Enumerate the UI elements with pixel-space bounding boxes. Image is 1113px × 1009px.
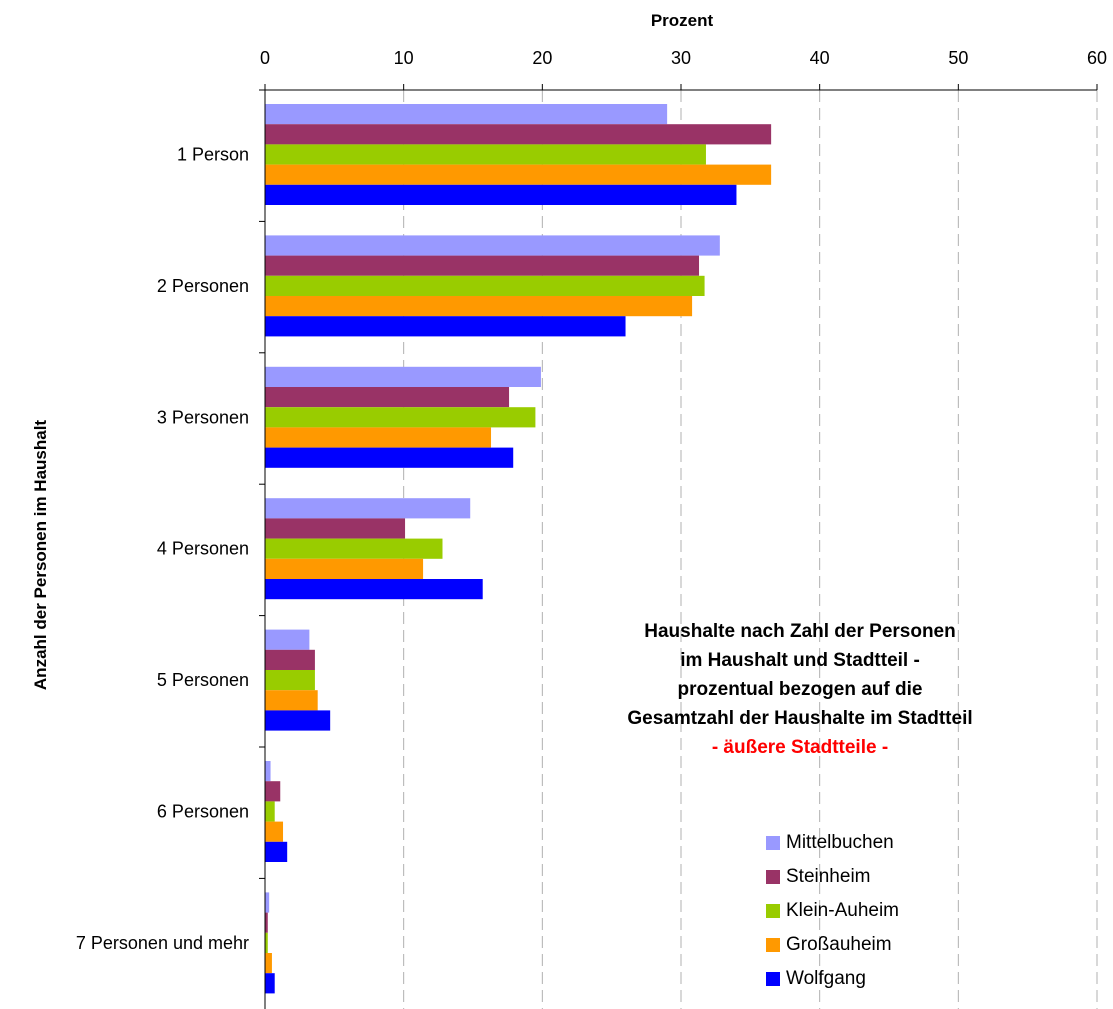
legend-label: Steinheim xyxy=(786,866,871,887)
grid-lines xyxy=(403,90,1098,1009)
annotation-line: prozentual bezogen auf die xyxy=(677,679,923,700)
chart-annotation: Haushalte nach Zahl der Personen im Haus… xyxy=(560,617,1040,762)
bar xyxy=(265,538,443,559)
bar xyxy=(265,316,626,337)
axes xyxy=(259,84,1098,1009)
bar xyxy=(265,498,471,519)
bar xyxy=(265,973,275,994)
annotation-line: Haushalte nach Zahl der Personen xyxy=(644,621,956,642)
category-label: 5 Personen xyxy=(157,670,249,690)
x-tick-label: 40 xyxy=(810,48,830,68)
legend: Mittelbuchen Steinheim Klein-Auheim Großauh… xyxy=(766,826,899,996)
legend-label: Klein-Auheim xyxy=(786,900,899,921)
bar xyxy=(265,932,268,953)
x-tick-label: 0 xyxy=(260,48,270,68)
bar xyxy=(265,366,541,387)
bar xyxy=(265,275,705,296)
legend-swatch xyxy=(766,904,780,918)
bar xyxy=(265,447,514,468)
x-tick-label: 20 xyxy=(532,48,552,68)
bar xyxy=(265,690,318,711)
bar xyxy=(265,781,281,802)
category-label: 1 Person xyxy=(177,145,249,165)
bar xyxy=(265,670,315,691)
x-tick-label: 10 xyxy=(394,48,414,68)
bar xyxy=(265,124,772,145)
category-label: 2 Personen xyxy=(157,276,249,296)
bar xyxy=(265,801,275,822)
bar xyxy=(265,821,284,842)
legend-label: Mittelbuchen xyxy=(786,832,894,853)
bar xyxy=(265,407,536,428)
legend-label: Wolfgang xyxy=(786,968,866,989)
bar xyxy=(265,761,271,782)
bar xyxy=(265,387,510,408)
legend-swatch xyxy=(766,836,780,850)
x-axis-title: Prozent xyxy=(651,11,714,30)
annotation-subtitle: - äußere Stadtteile - xyxy=(711,737,889,758)
bar xyxy=(265,144,706,165)
category-label: 7 Personen und mehr xyxy=(76,933,249,953)
bar xyxy=(265,255,700,276)
bar xyxy=(265,296,693,317)
category-labels: 1 Person 2 Personen 3 Personen 4 Personen 5 … xyxy=(76,145,249,953)
x-tick-label: 30 xyxy=(671,48,691,68)
bar xyxy=(265,558,424,579)
bar xyxy=(265,710,331,731)
bar xyxy=(265,427,492,448)
legend-item: Klein-Auheim xyxy=(766,894,899,928)
bars xyxy=(265,104,772,994)
bar xyxy=(265,235,720,256)
bar xyxy=(265,579,483,600)
legend-label: Großauheim xyxy=(786,934,892,955)
category-label: 4 Personen xyxy=(157,539,249,559)
bar xyxy=(265,841,288,862)
legend-item: Großauheim xyxy=(766,928,899,962)
annotation-line: im Haushalt und Stadtteil - xyxy=(680,650,920,671)
bar xyxy=(265,892,270,913)
legend-swatch xyxy=(766,938,780,952)
bar xyxy=(265,912,268,933)
annotation-line: Gesamtzahl der Haushalte im Stadtteil xyxy=(627,708,973,729)
legend-item: Mittelbuchen xyxy=(766,826,899,860)
legend-swatch xyxy=(766,870,780,884)
x-tick-label: 50 xyxy=(948,48,968,68)
x-tick-label: 60 xyxy=(1087,48,1107,68)
category-label: 3 Personen xyxy=(157,407,249,427)
bar xyxy=(265,629,310,650)
bar xyxy=(265,649,315,670)
bar xyxy=(265,184,737,205)
legend-item: Wolfgang xyxy=(766,962,899,996)
legend-item: Steinheim xyxy=(766,860,899,894)
x-tick-labels: 0 10 20 30 40 50 60 xyxy=(260,48,1107,68)
bar xyxy=(265,953,272,974)
category-label: 6 Personen xyxy=(157,802,249,822)
legend-swatch xyxy=(766,972,780,986)
bar xyxy=(265,518,406,539)
bar xyxy=(265,164,772,185)
y-axis-title: Anzahl der Personen im Haushalt xyxy=(31,420,50,691)
bar xyxy=(265,104,668,125)
